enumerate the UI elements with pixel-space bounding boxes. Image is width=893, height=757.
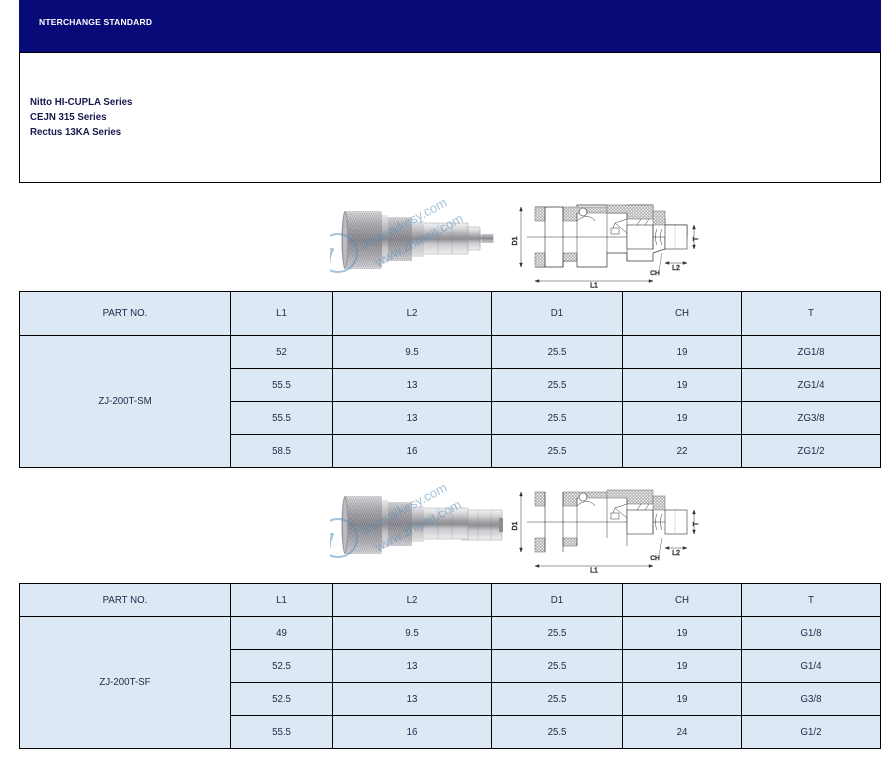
svg-text:T: T	[693, 521, 700, 526]
svg-text:L1: L1	[590, 568, 598, 575]
svg-text:L1: L1	[590, 283, 598, 290]
svg-text:7: 7	[330, 529, 337, 552]
svg-text:D1: D1	[512, 521, 519, 530]
svg-text:L2: L2	[672, 265, 680, 272]
svg-text:CH: CH	[650, 270, 660, 277]
svg-text:CH: CH	[650, 555, 660, 562]
svg-text:D1: D1	[512, 236, 519, 245]
svg-text:L2: L2	[672, 550, 680, 557]
svg-text:T: T	[693, 236, 700, 241]
svg-text:7: 7	[330, 244, 337, 267]
